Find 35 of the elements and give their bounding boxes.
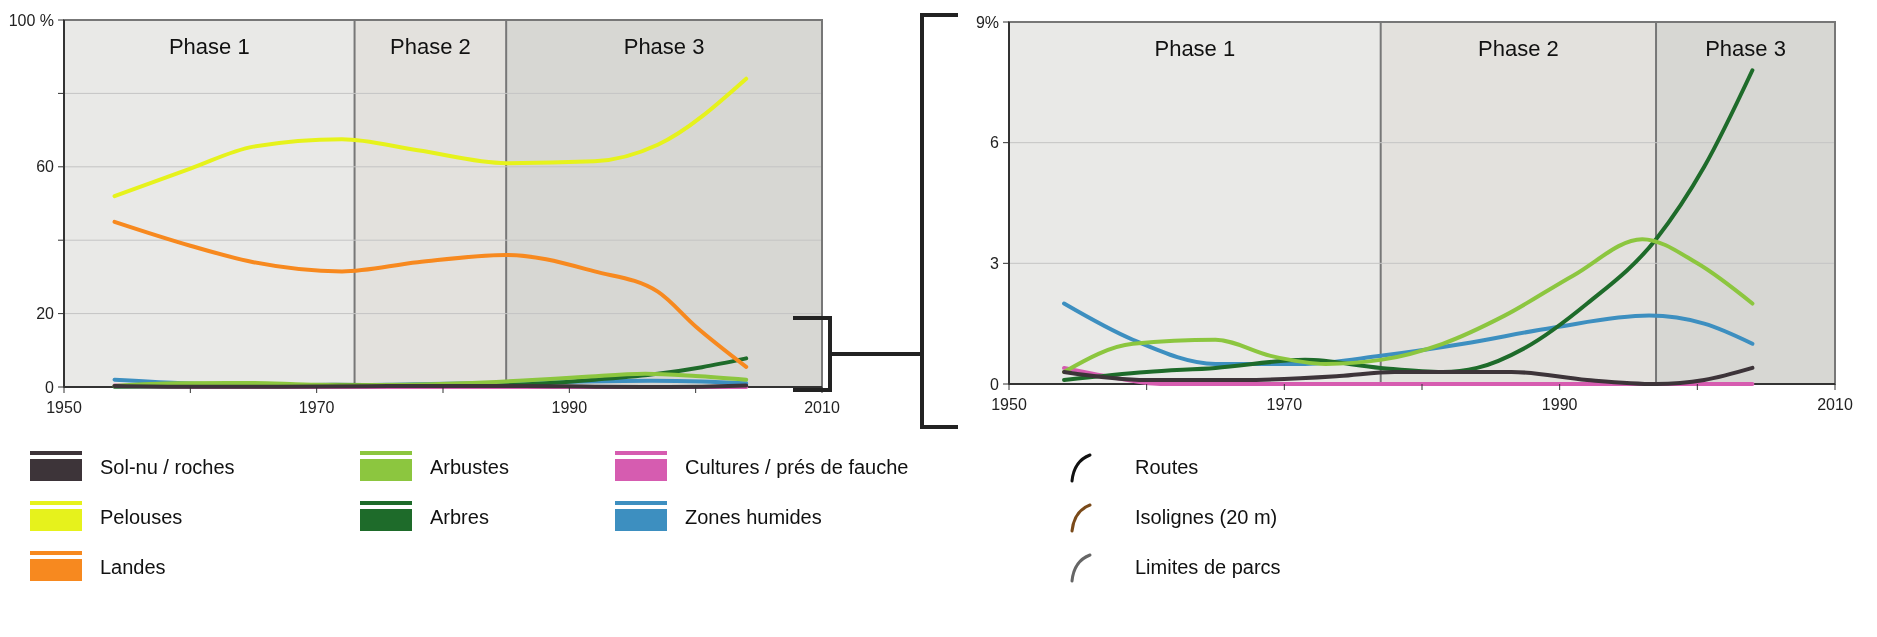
x-tick-label: 1950 — [991, 396, 1027, 413]
band-label: Phase 2 — [1478, 36, 1559, 61]
legend-label: Landes — [100, 556, 166, 578]
y-tick-label: 20 — [36, 305, 55, 323]
legend-label: Pelouses — [100, 506, 183, 528]
text: Routes — [1135, 456, 1199, 478]
text: Isolignes (20 m) — [1135, 506, 1278, 528]
line-series — [1062, 237, 1755, 374]
band-label: Phase 3 — [1705, 36, 1786, 61]
legend-label: Zones humides — [685, 506, 822, 528]
legend-label: Cultures / prés de fauche — [685, 456, 909, 478]
y-tick-label: 60 — [36, 158, 55, 176]
y-tick-label: 100 % — [8, 11, 54, 29]
y-tick-label: 0 — [990, 375, 1000, 393]
x-tick-label: 1990 — [551, 399, 588, 416]
y-tick-label: 9% — [975, 13, 999, 31]
x-tick-label: 1950 — [46, 399, 82, 416]
band-label: Phase 2 — [390, 34, 471, 59]
line-series — [112, 219, 749, 369]
x-tick-label: 1990 — [1541, 396, 1578, 413]
band-label: Phase 1 — [168, 34, 250, 59]
legend-label: Arbustes — [430, 456, 509, 478]
line-series — [112, 76, 749, 199]
x-tick-label: 2010 — [804, 399, 840, 416]
legend-label: Arbres — [430, 506, 489, 528]
y-tick-label: 0 — [45, 378, 55, 396]
x-tick-label: 1970 — [298, 399, 335, 416]
x-tick-label: 2010 — [1817, 396, 1853, 413]
y-tick-label: 6 — [990, 134, 1000, 152]
y-tick-label: 3 — [990, 254, 1000, 272]
x-tick-label: 1970 — [1266, 396, 1303, 413]
text: Limites de parcs — [1135, 556, 1281, 578]
band-label: Phase 1 — [1154, 36, 1236, 61]
band-label: Phase 3 — [623, 34, 705, 59]
legend-label: Sol-nu / roches — [100, 456, 235, 478]
